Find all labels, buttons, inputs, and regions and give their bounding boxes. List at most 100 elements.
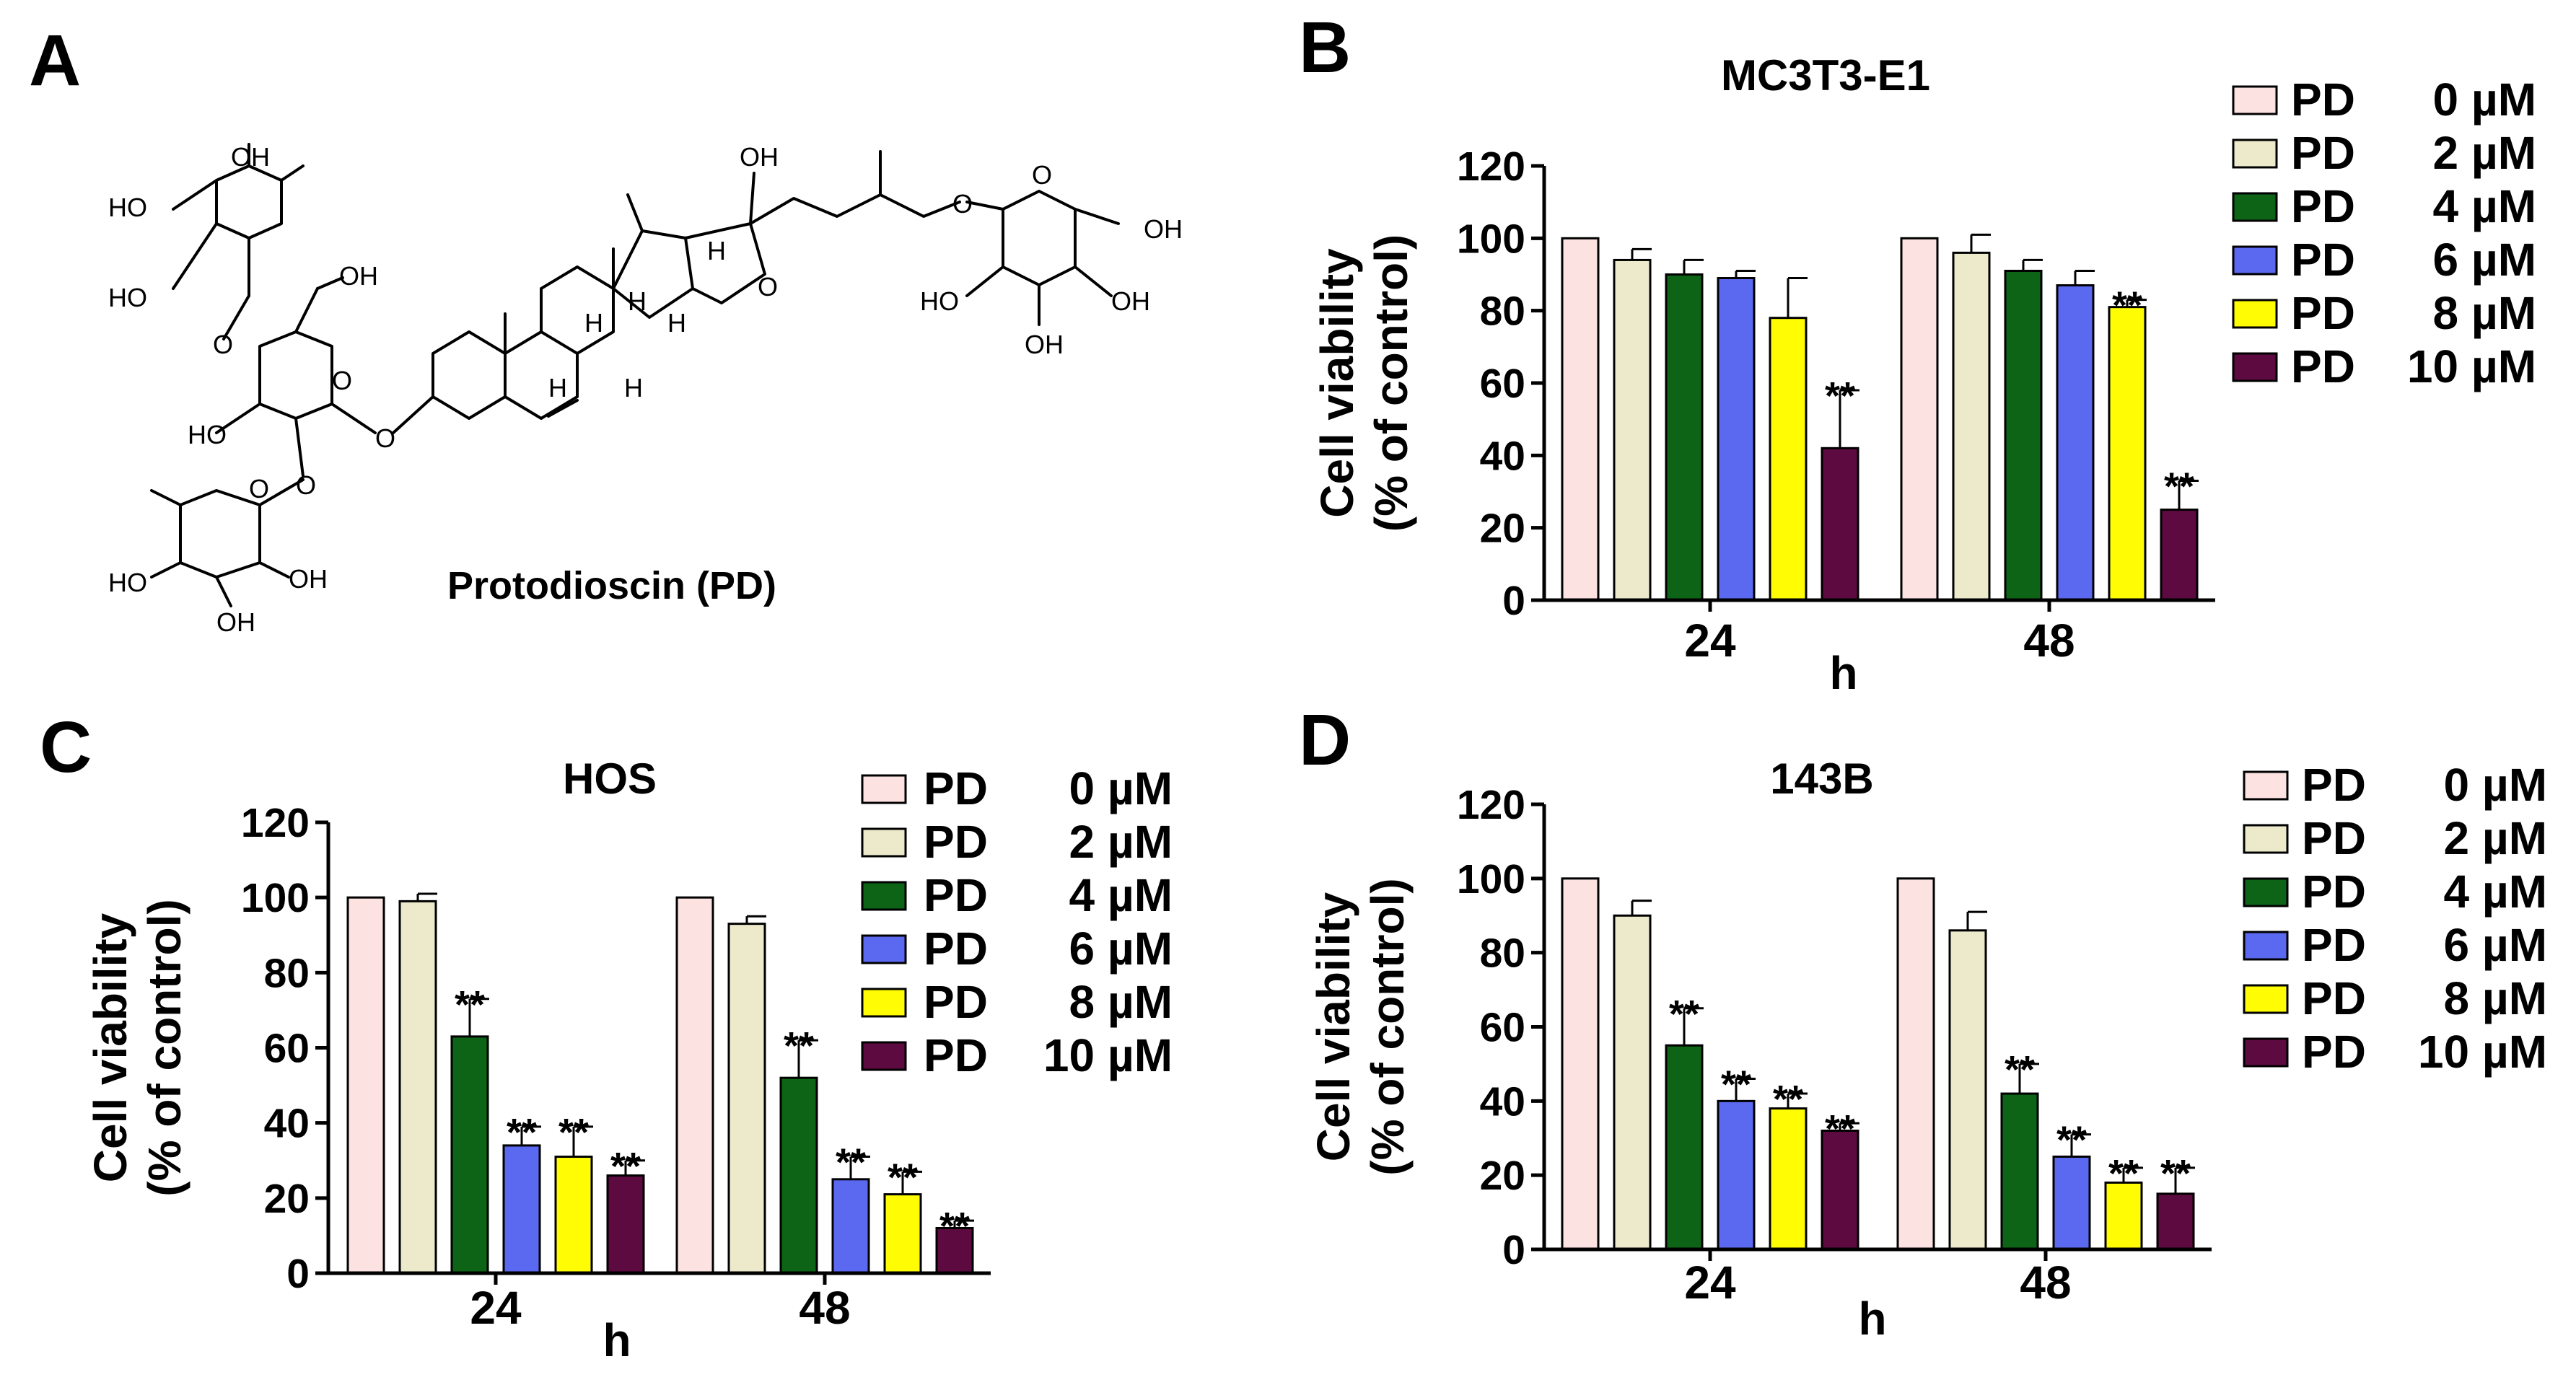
legend-label-dose: 2 µM <box>2443 812 2547 864</box>
bond <box>258 561 290 579</box>
legend-label-dose: 0 µM <box>1069 762 1173 814</box>
atom-label: HO <box>108 193 147 222</box>
steroid-ring-c <box>540 265 615 355</box>
bar <box>1665 1044 1704 1251</box>
bond <box>392 395 434 434</box>
bond <box>215 403 261 434</box>
atom-label: OH <box>1144 214 1183 244</box>
y-axis-label-line-1: Cell viability <box>84 913 136 1182</box>
x-axis-label: h <box>1829 647 1857 699</box>
legend-label-dose: 0 µM <box>2432 74 2536 126</box>
significance-marker: ** <box>1669 993 1699 1036</box>
legend-label-prefix: PD <box>2291 234 2355 286</box>
panel-label-d: D <box>1299 700 1351 781</box>
significance-marker: ** <box>2056 1119 2087 1162</box>
legend-swatch <box>861 827 907 858</box>
legend-label-prefix: PD <box>2291 127 2355 179</box>
legend-label-dose: 10 µM <box>1043 1029 1173 1081</box>
glucose-ring <box>258 330 333 420</box>
bar <box>1717 277 1756 602</box>
legend-swatch <box>2232 138 2278 169</box>
bond <box>215 576 232 607</box>
bar <box>1665 273 1704 602</box>
legend-swatch <box>861 1041 907 1071</box>
significance-marker: ** <box>939 1205 970 1248</box>
legend-swatch <box>2243 931 2289 961</box>
significance-marker: ** <box>1773 1078 1803 1121</box>
significance-marker: ** <box>455 983 485 1026</box>
panel-label-a: A <box>29 20 81 101</box>
y-axis-label-line-2: (% of control) <box>1362 878 1414 1175</box>
bar <box>1561 237 1600 602</box>
bar <box>1717 1099 1756 1251</box>
legend-label-prefix: PD <box>2302 972 2366 1024</box>
chart-title: MC3T3-E1 <box>1721 51 1930 100</box>
atom-label: H <box>667 308 686 338</box>
y-tick-label: 20 <box>264 1176 310 1222</box>
y-tick-label: 40 <box>1480 1078 1525 1125</box>
bar <box>1613 258 1652 602</box>
y-tick-label: 40 <box>1480 433 1525 479</box>
rhamnose-ring-2 <box>179 489 261 579</box>
bar <box>2056 284 2095 602</box>
steroid-ring-e <box>684 222 766 304</box>
legend-label-prefix: PD <box>2302 759 2366 811</box>
bond <box>965 201 1004 211</box>
bar <box>831 1178 870 1275</box>
chart-143b: D 143B 0 20 40 60 80 100 120 Cell viability (% of … <box>1299 700 2547 1345</box>
y-tick-label: 60 <box>1480 361 1525 407</box>
bar <box>1948 929 1987 1251</box>
bar <box>1613 914 1652 1251</box>
x-axis-label: h <box>603 1314 631 1366</box>
legend-label-prefix: PD <box>2302 866 2366 918</box>
legend-swatch <box>2232 352 2278 382</box>
y-tick-label: 100 <box>1457 856 1525 902</box>
atom-label: H <box>624 373 643 403</box>
legend-label-dose: 2 µM <box>1069 816 1173 868</box>
legend-label-prefix: PD <box>2291 180 2355 232</box>
atom-label: HO <box>108 283 147 312</box>
legend-label-prefix: PD <box>924 1029 988 1081</box>
legend-label-prefix: PD <box>2302 812 2366 864</box>
bar <box>1769 1107 1808 1251</box>
y-tick-label: 100 <box>241 875 310 921</box>
atom-label: HO <box>188 420 227 449</box>
significance-marker: ** <box>1825 1107 1855 1151</box>
bond <box>1074 265 1113 297</box>
bar <box>1821 447 1859 602</box>
significance-marker: ** <box>888 1156 918 1199</box>
legend-label-prefix: PD <box>2302 919 2366 971</box>
legend-label-dose: 6 µM <box>1069 923 1173 975</box>
bond <box>280 164 305 182</box>
significance-marker: ** <box>2164 465 2194 508</box>
bond <box>150 489 182 506</box>
bar <box>1769 317 1808 602</box>
legend-label-dose: 8 µM <box>1069 976 1173 1028</box>
atom-label: HO <box>108 568 147 597</box>
bar <box>502 1144 541 1275</box>
bar <box>779 1076 818 1275</box>
legend-swatch <box>2232 245 2278 276</box>
chart-title: 143B <box>1770 755 1873 803</box>
bar <box>1561 877 1600 1251</box>
legend-label-prefix: PD <box>924 816 988 868</box>
bar <box>727 923 766 1275</box>
significance-marker: ** <box>610 1145 641 1188</box>
atom-label: O <box>952 189 973 219</box>
legend-swatch <box>861 774 907 804</box>
bond <box>316 276 344 290</box>
y-tick-label: 20 <box>1480 506 1525 552</box>
bar <box>2108 306 2147 602</box>
y-tick-label: 120 <box>1457 144 1525 190</box>
legend-label-prefix: PD <box>924 923 988 975</box>
legend-swatch <box>2232 85 2278 115</box>
atom-label: OH <box>740 142 779 172</box>
x-category-label: 48 <box>799 1282 850 1334</box>
legend-swatch <box>2243 824 2289 854</box>
atom-label: OH <box>1025 330 1064 359</box>
atom-label: O <box>758 272 778 302</box>
chart-mc3t3-e1: B MC3T3-E1 0 20 40 60 80 100 120 Cell viability (%… <box>1299 7 2536 699</box>
x-category-label: 24 <box>470 1282 522 1334</box>
atom-label: O <box>332 366 352 395</box>
significance-marker: ** <box>1721 1063 1751 1106</box>
